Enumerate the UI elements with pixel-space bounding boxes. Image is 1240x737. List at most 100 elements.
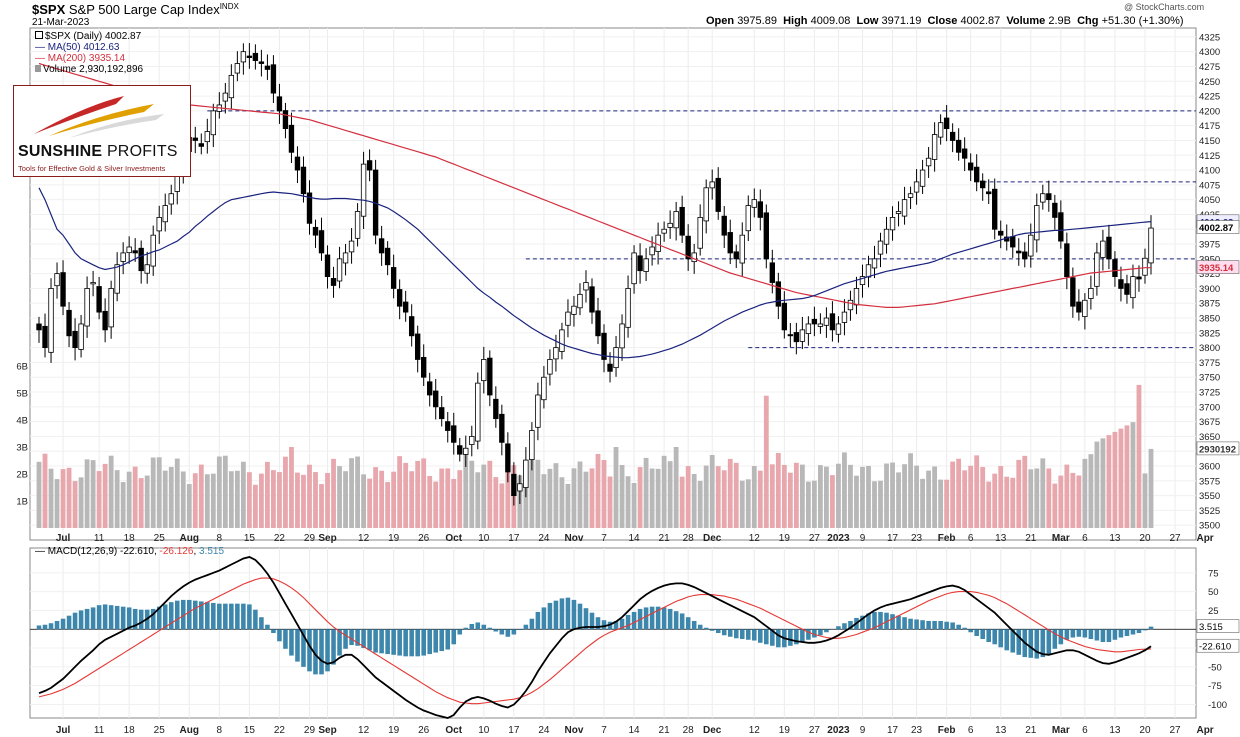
macd-histogram-bar <box>427 629 432 655</box>
macd-histogram-bar <box>150 608 156 630</box>
macd-histogram-bar <box>162 604 168 630</box>
x-tick-label: 12 <box>358 533 370 544</box>
macd-histogram-bar <box>788 629 793 646</box>
x-tick-label-macd: Oct <box>445 725 462 736</box>
candle-body <box>90 282 96 285</box>
x-tick-label: 19 <box>779 533 791 544</box>
candle-body <box>330 278 337 286</box>
macd-histogram-bar <box>613 620 619 630</box>
candle-body <box>937 122 944 138</box>
macd-histogram-bar <box>745 629 751 640</box>
macd-histogram-bar <box>247 604 252 630</box>
candle-body <box>360 163 367 217</box>
volume-bar <box>625 476 631 528</box>
volume-bar <box>1130 422 1136 528</box>
x-tick-label: 23 <box>911 533 923 544</box>
volume-bar <box>878 480 883 528</box>
legend-ma50: — MA(50) 4012.63 <box>35 42 120 53</box>
candle-body <box>1124 283 1130 295</box>
x-tick-label: 22 <box>274 533 286 544</box>
macd-histogram-bar <box>1148 626 1154 630</box>
volume-bar <box>210 473 216 528</box>
candle-body <box>463 447 469 455</box>
x-tick-label: Feb <box>938 533 956 544</box>
candle-body <box>1010 236 1016 248</box>
volume-bar <box>733 462 739 528</box>
macd-tick-label: 75 <box>1208 568 1219 579</box>
macd-histogram-bar <box>223 603 228 630</box>
macd-histogram-bar <box>481 624 487 630</box>
candle-body <box>445 421 451 431</box>
macd-histogram-bar <box>878 611 883 630</box>
volume-bar <box>763 395 769 528</box>
candle-body <box>204 131 210 143</box>
price-tick-label: 4250 <box>1199 77 1220 88</box>
x-tick-label: Mar <box>1052 533 1070 544</box>
candle-body <box>793 332 800 343</box>
candle-body <box>384 247 391 266</box>
candle-body <box>48 288 54 353</box>
volume-bar <box>896 472 901 528</box>
volume-bar <box>1112 431 1118 528</box>
volume-bar <box>872 481 877 528</box>
ma200-tag: 3935.14 <box>1199 263 1234 274</box>
volume-bar <box>944 479 950 528</box>
volume-bar <box>427 475 433 528</box>
macd-histogram-bar <box>535 611 541 630</box>
macd-tick-label: 25 <box>1208 606 1219 617</box>
x-tick-label: 21 <box>659 533 671 544</box>
macd-histogram-bar <box>36 625 42 630</box>
volume-bar <box>1046 468 1052 528</box>
close-tag: 4002.87 <box>1199 223 1233 234</box>
macd-histogram-bar <box>1028 629 1034 658</box>
index-name: S&P 500 Large Cap Index <box>68 2 220 17</box>
volume-bar <box>950 461 956 528</box>
volume-bar <box>60 469 66 528</box>
candle-body <box>276 96 283 112</box>
x-tick-label-macd: 28 <box>683 725 695 736</box>
macd-histogram-bar <box>577 603 583 630</box>
x-tick-label-macd: 2023 <box>827 725 850 736</box>
candle-body <box>210 110 217 136</box>
candle-body <box>625 288 631 328</box>
candle-body <box>246 55 253 58</box>
volume-bar <box>433 481 439 528</box>
macd-histogram-bar <box>601 620 607 630</box>
macd-histogram-bar <box>373 629 378 653</box>
macd-histogram-bar <box>529 618 535 630</box>
volume-bar <box>920 478 925 528</box>
candle-body <box>859 276 866 286</box>
macd-histogram-bar <box>1034 629 1040 659</box>
macd-histogram-bar <box>992 629 997 645</box>
x-tick-label-macd: 6 <box>968 725 974 736</box>
candle-body <box>222 92 229 102</box>
volume-bar <box>409 471 415 528</box>
volume-bar <box>1124 425 1130 528</box>
legend-ma200: — MA(200) 3935.14 <box>35 53 126 64</box>
x-tick-label-macd: 10 <box>478 725 490 736</box>
candle-body <box>871 258 878 269</box>
macd-histogram-bar <box>343 629 348 649</box>
macd-histogram-bar <box>120 606 126 630</box>
volume-bar <box>373 467 379 528</box>
volume-bar <box>757 470 763 528</box>
x-tick-label: 6 <box>1082 533 1088 544</box>
macd-histogram-bar <box>1046 629 1052 655</box>
price-tick-label: 3950 <box>1199 254 1220 265</box>
legend-price: $SPX (Daily) 4002.87 <box>35 31 141 42</box>
volume-bar <box>631 482 637 528</box>
macd-histogram-bar <box>415 629 420 657</box>
macd-histogram-bar <box>174 600 180 630</box>
volume-bar <box>715 466 721 528</box>
price-tick-label: 3825 <box>1199 328 1220 339</box>
macd-histogram-bar <box>673 611 679 630</box>
macd-histogram-bar <box>84 608 90 630</box>
volume-bar <box>319 484 324 528</box>
ma200-tag-box <box>1196 260 1240 274</box>
macd-histogram-bar <box>770 629 775 646</box>
volume-bar <box>529 453 535 528</box>
exchange: INDX <box>219 2 239 11</box>
macd-histogram-bar <box>1016 629 1022 655</box>
x-tick-label-macd: Sep <box>318 725 336 736</box>
